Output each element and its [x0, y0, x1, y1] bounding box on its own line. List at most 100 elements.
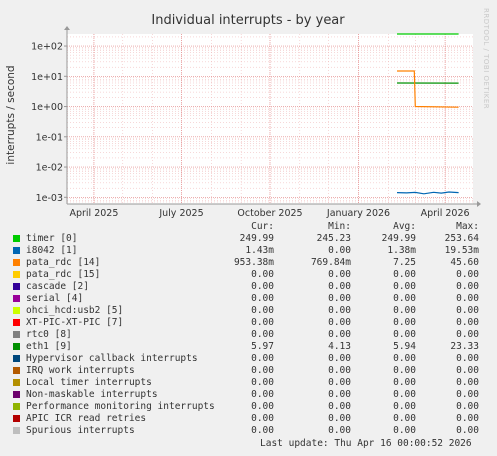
legend-col-avg: Avg:	[393, 221, 416, 232]
legend-value-max: 0.00	[456, 281, 479, 292]
y-tick-label: 1e+02	[31, 42, 63, 53]
legend-row: Hypervisor callback interrupts 0.00 0.00 0.…	[12, 353, 492, 365]
legend-value-cur: 0.00	[251, 425, 274, 436]
legend-row: Spurious interrupts 0.00 0.00 0.00 0.00	[12, 425, 492, 437]
legend-value-min: 0.00	[328, 401, 351, 412]
legend-value-avg: 0.00	[393, 413, 416, 424]
legend-swatch	[13, 331, 20, 338]
legend-value-avg: 0.00	[393, 353, 416, 364]
legend-swatch	[13, 295, 20, 302]
legend-series-name: eth1 [9]	[26, 341, 72, 352]
legend-value-cur: 0.00	[251, 317, 274, 328]
legend-value-max: 0.00	[456, 329, 479, 340]
legend-series-name: pata_rdc [15]	[26, 269, 101, 280]
x-tick-label: April 2026	[421, 208, 470, 219]
y-tick-label: 1e-03	[36, 193, 63, 204]
watermark: RRDTOOL / TOBI OETIKER	[482, 8, 490, 109]
legend-swatch	[13, 259, 20, 266]
legend-value-min: 0.00	[328, 305, 351, 316]
y-tick-label: 1e-02	[36, 163, 63, 174]
legend-value-avg: 0.00	[393, 329, 416, 340]
legend-swatch	[13, 319, 20, 326]
legend-row: Non-maskable interrupts 0.00 0.00 0.00 0.00	[12, 389, 492, 401]
legend-value-cur: 0.00	[251, 365, 274, 376]
legend-swatch	[13, 343, 20, 350]
y-tick-label: 1e+01	[31, 72, 63, 83]
legend-swatch	[13, 379, 20, 386]
legend-value-cur: 0.00	[251, 281, 274, 292]
legend-value-avg: 0.00	[393, 269, 416, 280]
legend-value-min: 0.00	[328, 269, 351, 280]
legend-row: ohci_hcd:usb2 [5] 0.00 0.00 0.00 0.00	[12, 305, 492, 317]
legend-value-max: 0.00	[456, 353, 479, 364]
legend-value-cur: 0.00	[251, 353, 274, 364]
legend-series-name: cascade [2]	[26, 281, 89, 292]
x-tick-label: October 2025	[237, 208, 302, 219]
legend-row: eth1 [9] 5.97 4.13 5.94 23.33	[12, 341, 492, 353]
legend-value-cur: 0.00	[251, 305, 274, 316]
legend-value-avg: 0.00	[393, 377, 416, 388]
legend-row: XT-PIC-XT-PIC [7] 0.00 0.00 0.00 0.00	[12, 317, 492, 329]
last-update: Last update: Thu Apr 16 00:00:52 2026	[260, 438, 472, 449]
legend-row: serial [4] 0.00 0.00 0.00 0.00	[12, 293, 492, 305]
legend-value-max: 0.00	[456, 317, 479, 328]
legend-col-cur: Cur:	[251, 221, 274, 232]
y-axis-label: interrupts / second	[5, 65, 17, 164]
legend-value-max: 0.00	[456, 377, 479, 388]
legend-value-max: 0.00	[456, 389, 479, 400]
legend-value-min: 0.00	[328, 389, 351, 400]
legend-col-min: Min:	[328, 221, 351, 232]
x-tick-label: January 2026	[326, 208, 390, 219]
legend-series-name: Hypervisor callback interrupts	[26, 353, 198, 364]
legend-value-max: 19.53m	[444, 245, 479, 256]
legend-row: i8042 [1] 1.43m 0.00 1.38m 19.53m	[12, 245, 492, 257]
legend-series-name: IRQ work interrupts	[26, 365, 135, 376]
series-lines	[396, 33, 459, 195]
legend-value-max: 253.64	[444, 233, 479, 244]
legend-series-name: ohci_hcd:usb2 [5]	[26, 305, 124, 316]
legend-series-name: timer [0]	[26, 233, 78, 244]
x-tick-label: April 2025	[69, 208, 118, 219]
legend-swatch	[13, 235, 20, 242]
legend-value-min: 0.00	[328, 365, 351, 376]
legend-swatch	[13, 403, 20, 410]
legend-value-max: 0.00	[456, 401, 479, 412]
legend-row: APIC ICR read retries 0.00 0.00 0.00 0.00	[12, 413, 492, 425]
legend-value-max: 0.00	[456, 269, 479, 280]
x-axis-arrow	[477, 201, 481, 207]
legend-series-name: Non-maskable interrupts	[26, 389, 158, 400]
legend-swatch	[13, 391, 20, 398]
legend-row: timer [0] 249.99 245.23 249.99 253.64	[12, 233, 492, 245]
legend-value-min: 0.00	[328, 377, 351, 388]
legend-value-min: 4.13	[328, 341, 351, 352]
legend-value-avg: 0.00	[393, 365, 416, 376]
legend-series-name: serial [4]	[26, 293, 84, 304]
legend-value-max: 0.00	[456, 425, 479, 436]
legend-series-name: Spurious interrupts	[26, 425, 135, 436]
legend-value-cur: 5.97	[251, 341, 274, 352]
legend-swatch	[13, 427, 20, 434]
legend-value-avg: 0.00	[393, 305, 416, 316]
legend-value-min: 0.00	[328, 293, 351, 304]
legend-value-min: 0.00	[328, 317, 351, 328]
legend-value-avg: 249.99	[381, 233, 416, 244]
legend-swatch	[13, 283, 20, 290]
y-tick-label: 1e+00	[31, 102, 63, 113]
y-axis-arrow	[64, 26, 70, 30]
y-tick-label: 1e-01	[36, 132, 63, 143]
legend-value-min: 0.00	[328, 245, 351, 256]
series-line-3	[396, 191, 459, 195]
legend-value-cur: 1.43m	[245, 245, 274, 256]
legend-value-cur: 249.99	[239, 233, 274, 244]
legend-value-min: 0.00	[328, 329, 351, 340]
legend-value-cur: 0.00	[251, 269, 274, 280]
legend-series-name: Local timer interrupts	[26, 377, 152, 388]
axes: 1e+02 1e+01 1e+00 1e-01 1e-02 1e-03 April 2025…	[31, 26, 481, 219]
legend-row: pata_rdc [14] 953.38m 769.84m 7.25 45.60	[12, 257, 492, 269]
legend-swatch	[13, 367, 20, 374]
legend-value-cur: 0.00	[251, 413, 274, 424]
legend-series-name: i8042 [1]	[26, 245, 78, 256]
legend-value-min: 769.84m	[310, 257, 351, 268]
legend-swatch	[13, 247, 20, 254]
